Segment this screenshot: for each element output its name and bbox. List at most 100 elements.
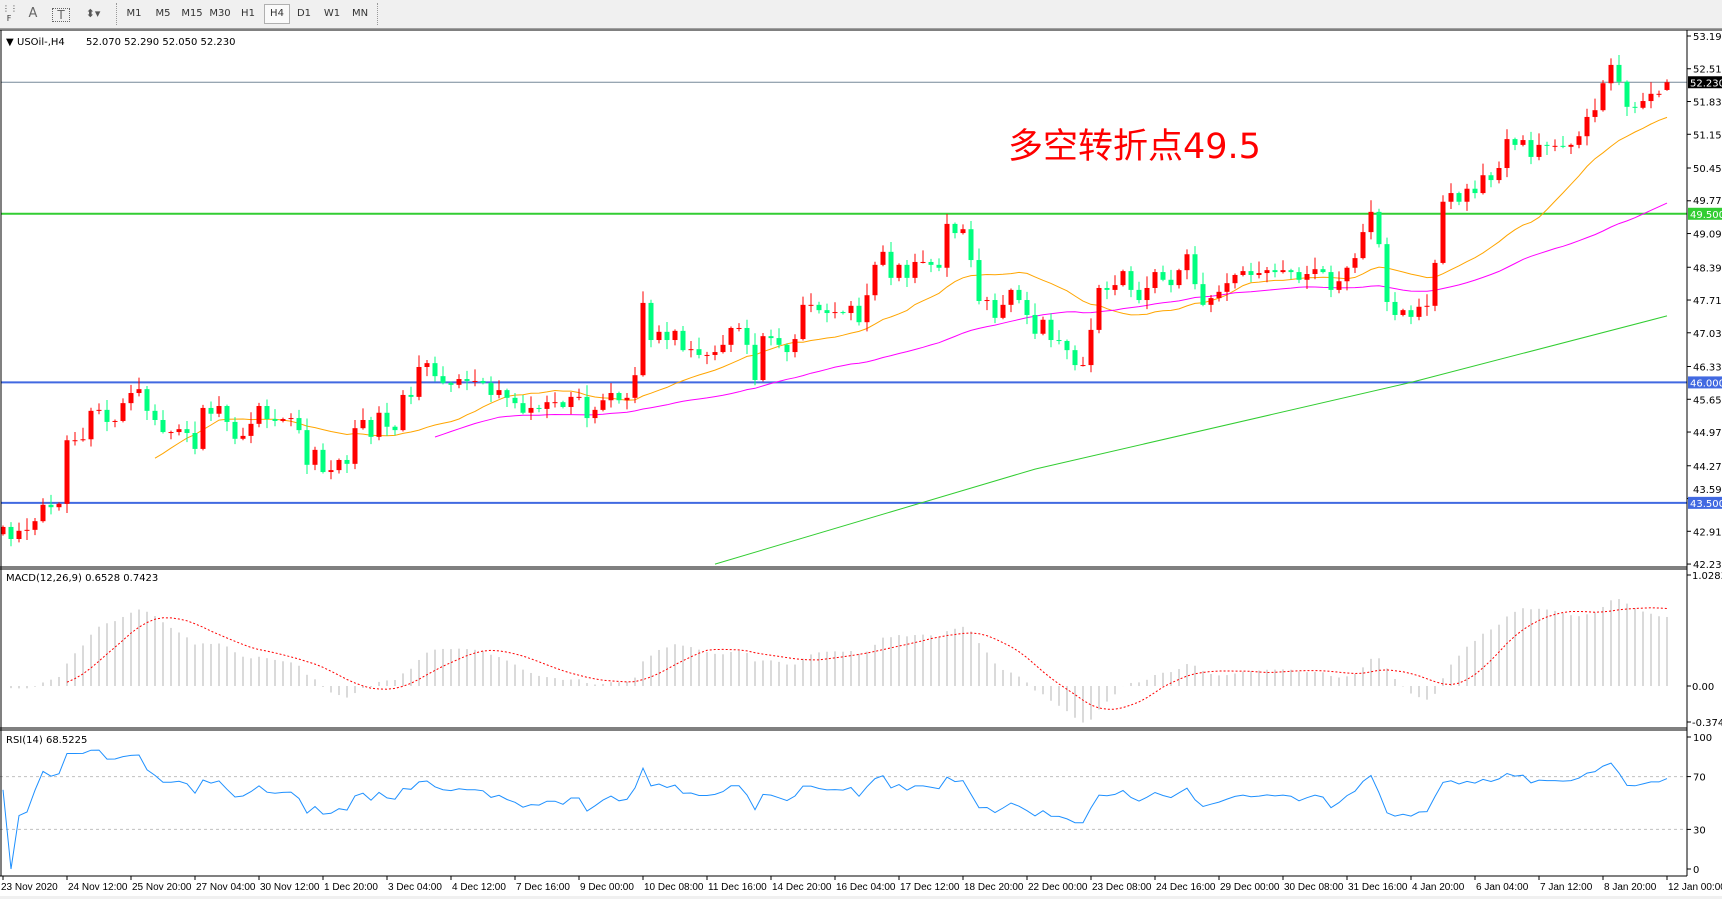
text-a-icon[interactable]: A (28, 6, 38, 21)
candle (432, 356, 438, 382)
candle-body (1256, 273, 1262, 275)
candle-body (856, 305, 862, 323)
candle-body (840, 312, 846, 314)
candle-body (240, 435, 246, 439)
candle (216, 396, 222, 418)
candle-body (912, 261, 918, 278)
candle-body (368, 419, 374, 437)
price-tick-label: 44.270 (1693, 462, 1722, 473)
candle (48, 494, 54, 515)
timeframe-d1[interactable]: D1 (296, 8, 312, 19)
price-tick-label: 51.830 (1693, 98, 1722, 109)
timeframe-w1[interactable]: W1 (323, 8, 341, 19)
candle (1568, 143, 1574, 155)
candle (320, 443, 326, 474)
candle-body (440, 376, 446, 383)
rsi-panel[interactable] (0, 749, 1687, 870)
timeframe-m1[interactable]: M1 (126, 8, 142, 19)
candle (1432, 259, 1438, 312)
candle-body (1240, 271, 1246, 275)
candle-body (16, 530, 22, 539)
symbol-dropdown-icon[interactable]: ▼ (6, 37, 14, 48)
candle-body (1280, 270, 1286, 273)
candle (1048, 313, 1054, 348)
candle (1496, 161, 1502, 184)
grid-f-icon[interactable]: ⋮⋮ F (2, 4, 18, 23)
candle (1608, 58, 1614, 91)
candle-body (944, 223, 950, 268)
timeframe-m5[interactable]: M5 (155, 8, 171, 19)
candle-body (1472, 188, 1478, 194)
timeframe-h4[interactable]: H4 (264, 4, 290, 24)
candle (224, 404, 230, 432)
candle-body (1040, 319, 1046, 334)
candle (1536, 133, 1542, 161)
candle (1640, 92, 1646, 110)
candle-body (1088, 329, 1094, 366)
annotation-text[interactable]: 多空转折点49.5 (1008, 127, 1261, 167)
candle-body (992, 300, 998, 318)
candle (288, 413, 294, 427)
price-panel[interactable] (0, 55, 1687, 565)
candle-body (704, 354, 710, 356)
price-tick-label: 46.330 (1693, 363, 1722, 374)
candle (480, 377, 486, 385)
price-tick-label: 51.150 (1693, 130, 1722, 141)
candle-body (1624, 81, 1630, 107)
candle (1352, 253, 1358, 274)
time-axis-label: 30 Dec 08:00 (1284, 882, 1344, 893)
candle-body (1648, 93, 1654, 102)
timeframe-mn[interactable]: MN (351, 8, 369, 19)
candle-body (592, 409, 598, 419)
macd-axis-label: 1.0283 (1692, 571, 1722, 582)
candle (1624, 80, 1630, 116)
candle (568, 392, 574, 415)
candle (688, 340, 694, 358)
candle-body (1520, 140, 1526, 145)
candle (1232, 273, 1238, 289)
candle-body (1392, 301, 1398, 315)
candle-body (936, 264, 942, 268)
candle (1472, 180, 1478, 199)
chart-background (0, 29, 1722, 899)
candle (656, 325, 662, 344)
candle-body (816, 304, 822, 311)
timeframe-m30[interactable]: M30 (209, 8, 231, 19)
candle (64, 435, 70, 513)
candle (784, 343, 790, 362)
macd-panel[interactable] (3, 599, 1668, 723)
candle-body (232, 421, 238, 439)
candle (1224, 273, 1230, 301)
candle (1184, 249, 1190, 280)
candle (88, 407, 94, 447)
candle-body (456, 379, 462, 385)
candle (1360, 223, 1366, 260)
candle (32, 518, 38, 536)
candle (1120, 269, 1126, 287)
time-axis-label: 1 Dec 20:00 (324, 882, 378, 893)
candle-body (1128, 271, 1134, 290)
candle-body (496, 390, 502, 395)
candle (1016, 285, 1022, 304)
candle (576, 388, 582, 401)
price-tick-label: 42.230 (1693, 560, 1722, 571)
timeframe-m15[interactable]: M15 (181, 8, 203, 19)
candle (1000, 294, 1006, 320)
arrows-icon[interactable]: ⬍▾ (85, 7, 101, 20)
moving-average-fast (154, 116, 1668, 459)
timeframe-h1[interactable]: H1 (241, 8, 255, 19)
candle (456, 374, 462, 389)
time-axis-label: 30 Nov 12:00 (260, 882, 320, 893)
candle (672, 329, 678, 346)
candle (560, 400, 566, 409)
candle-body (48, 504, 54, 508)
text-box-icon[interactable]: T (52, 8, 70, 22)
candle-body (696, 349, 702, 355)
time-axis-label: 29 Dec 00:00 (1220, 882, 1280, 893)
candle (208, 401, 214, 421)
candle (864, 283, 870, 332)
candle (344, 455, 350, 473)
candle (584, 385, 590, 428)
level-price-label: 52.230 (1690, 78, 1722, 89)
